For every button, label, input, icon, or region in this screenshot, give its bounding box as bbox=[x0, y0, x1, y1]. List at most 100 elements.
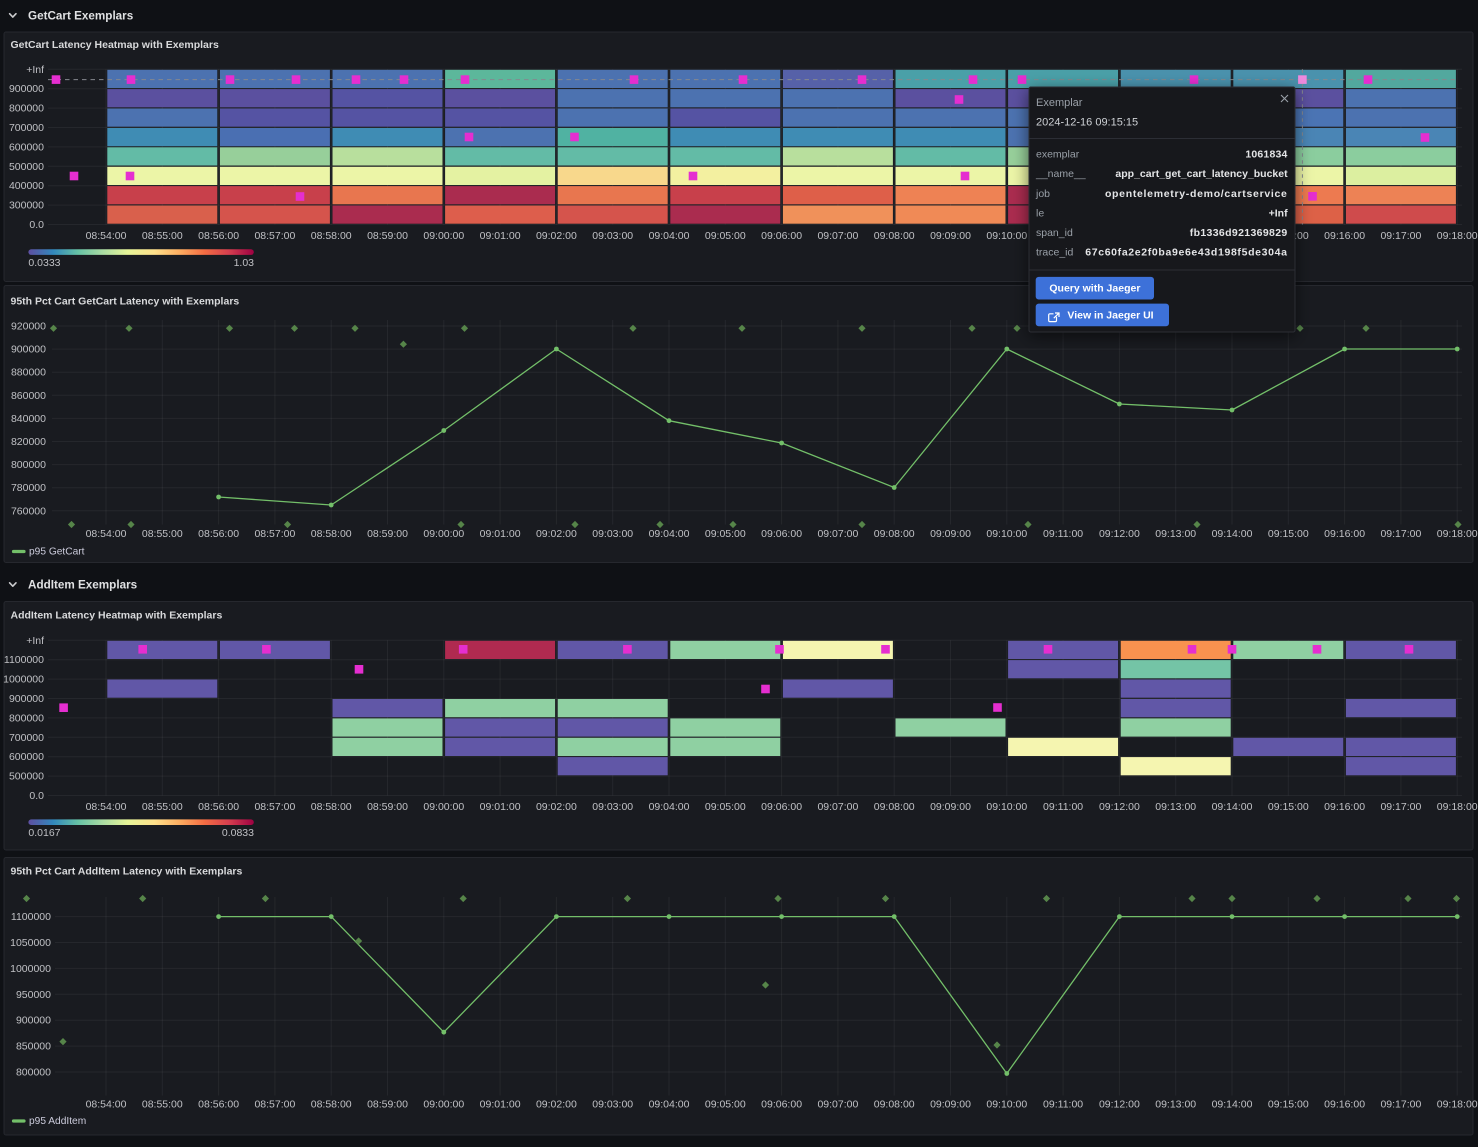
svg-text:800000: 800000 bbox=[16, 1067, 51, 1079]
svg-text:09:00:00: 09:00:00 bbox=[423, 801, 464, 813]
svg-text:09:09:00: 09:09:00 bbox=[930, 528, 971, 540]
svg-text:app_cart_get_cart_latency_buck: app_cart_get_cart_latency_bucket bbox=[1115, 168, 1288, 180]
svg-text:09:07:00: 09:07:00 bbox=[817, 801, 858, 813]
svg-text:09:15:00: 09:15:00 bbox=[1268, 1099, 1309, 1111]
svg-text:08:59:00: 08:59:00 bbox=[367, 528, 408, 540]
svg-text:__name__: __name__ bbox=[1035, 168, 1086, 180]
svg-text:09:09:00: 09:09:00 bbox=[930, 230, 971, 242]
svg-text:opentelemetry-demo/cartservice: opentelemetry-demo/cartservice bbox=[1105, 188, 1288, 200]
svg-text:500000: 500000 bbox=[9, 161, 44, 173]
svg-text:1100000: 1100000 bbox=[4, 654, 44, 666]
svg-text:08:57:00: 08:57:00 bbox=[254, 528, 295, 540]
svg-text:09:16:00: 09:16:00 bbox=[1324, 230, 1365, 242]
svg-text:800000: 800000 bbox=[9, 103, 44, 115]
svg-text:09:06:00: 09:06:00 bbox=[761, 801, 802, 813]
svg-text:08:54:00: 08:54:00 bbox=[86, 230, 127, 242]
svg-text:0.0: 0.0 bbox=[29, 790, 44, 802]
svg-text:p95 AddItem: p95 AddItem bbox=[29, 1116, 86, 1127]
svg-text:job: job bbox=[1035, 188, 1050, 200]
svg-text:09:17:00: 09:17:00 bbox=[1380, 801, 1421, 813]
svg-text:09:18:00: 09:18:00 bbox=[1437, 528, 1478, 540]
svg-text:09:18:00: 09:18:00 bbox=[1437, 230, 1478, 242]
svg-text:09:05:00: 09:05:00 bbox=[705, 528, 746, 540]
svg-text:08:55:00: 08:55:00 bbox=[142, 230, 183, 242]
svg-text:09:03:00: 09:03:00 bbox=[592, 230, 633, 242]
svg-text:09:01:00: 09:01:00 bbox=[480, 801, 521, 813]
svg-text:09:14:00: 09:14:00 bbox=[1212, 528, 1253, 540]
svg-text:1000000: 1000000 bbox=[10, 963, 51, 975]
svg-text:08:57:00: 08:57:00 bbox=[254, 1099, 295, 1111]
svg-text:09:18:00: 09:18:00 bbox=[1437, 801, 1478, 813]
svg-text:08:56:00: 08:56:00 bbox=[198, 1099, 239, 1111]
svg-text:900000: 900000 bbox=[11, 344, 46, 356]
svg-text:0.0167: 0.0167 bbox=[28, 827, 60, 839]
svg-text:09:04:00: 09:04:00 bbox=[649, 230, 690, 242]
svg-text:08:59:00: 08:59:00 bbox=[367, 1099, 408, 1111]
svg-text:09:06:00: 09:06:00 bbox=[761, 1099, 802, 1111]
svg-text:600000: 600000 bbox=[9, 751, 44, 763]
svg-text:09:00:00: 09:00:00 bbox=[423, 1099, 464, 1111]
svg-text:09:18:00: 09:18:00 bbox=[1437, 1099, 1478, 1111]
svg-text:880000: 880000 bbox=[11, 367, 46, 379]
svg-text:09:05:00: 09:05:00 bbox=[705, 1099, 746, 1111]
svg-text:09:02:00: 09:02:00 bbox=[536, 801, 577, 813]
svg-text:09:04:00: 09:04:00 bbox=[649, 1099, 690, 1111]
svg-text:09:16:00: 09:16:00 bbox=[1324, 801, 1365, 813]
svg-text:820000: 820000 bbox=[11, 436, 46, 448]
svg-text:850000: 850000 bbox=[16, 1041, 51, 1053]
svg-text:09:11:00: 09:11:00 bbox=[1043, 528, 1083, 540]
svg-text:08:58:00: 08:58:00 bbox=[311, 1099, 352, 1111]
svg-text:fb1336d921369829: fb1336d921369829 bbox=[1190, 227, 1288, 239]
svg-text:500000: 500000 bbox=[9, 771, 44, 783]
svg-text:09:07:00: 09:07:00 bbox=[817, 528, 858, 540]
svg-text:09:06:00: 09:06:00 bbox=[761, 528, 802, 540]
svg-text:400000: 400000 bbox=[9, 180, 44, 192]
svg-text:09:10:00: 09:10:00 bbox=[986, 230, 1027, 242]
svg-text:09:15:00: 09:15:00 bbox=[1268, 801, 1309, 813]
svg-text:0.0: 0.0 bbox=[29, 219, 44, 231]
svg-text:1000000: 1000000 bbox=[3, 674, 44, 686]
svg-text:08:54:00: 08:54:00 bbox=[86, 1099, 127, 1111]
svg-text:09:05:00: 09:05:00 bbox=[705, 801, 746, 813]
svg-text:le: le bbox=[1036, 207, 1044, 219]
svg-text:09:04:00: 09:04:00 bbox=[649, 801, 690, 813]
svg-text:09:12:00: 09:12:00 bbox=[1099, 1099, 1140, 1111]
svg-text:GetCart Exemplars: GetCart Exemplars bbox=[28, 9, 134, 22]
svg-text:09:12:00: 09:12:00 bbox=[1099, 528, 1140, 540]
svg-text:08:58:00: 08:58:00 bbox=[311, 230, 352, 242]
svg-text:08:59:00: 08:59:00 bbox=[367, 230, 408, 242]
svg-text:09:13:00: 09:13:00 bbox=[1155, 528, 1196, 540]
svg-text:exemplar: exemplar bbox=[1036, 149, 1080, 161]
svg-text:860000: 860000 bbox=[11, 390, 46, 402]
svg-text:08:57:00: 08:57:00 bbox=[254, 801, 295, 813]
svg-text:900000: 900000 bbox=[9, 693, 44, 705]
svg-text:p95 GetCart: p95 GetCart bbox=[29, 547, 85, 558]
svg-text:600000: 600000 bbox=[9, 141, 44, 153]
svg-text:09:14:00: 09:14:00 bbox=[1212, 801, 1253, 813]
svg-text:09:09:00: 09:09:00 bbox=[930, 801, 971, 813]
svg-text:09:13:00: 09:13:00 bbox=[1155, 801, 1196, 813]
svg-text:09:08:00: 09:08:00 bbox=[874, 528, 915, 540]
svg-text:09:06:00: 09:06:00 bbox=[761, 230, 802, 242]
svg-text:09:00:00: 09:00:00 bbox=[423, 230, 464, 242]
svg-text:780000: 780000 bbox=[11, 482, 46, 494]
svg-text:09:07:00: 09:07:00 bbox=[817, 1099, 858, 1111]
svg-text:1100000: 1100000 bbox=[11, 911, 51, 923]
svg-text:700000: 700000 bbox=[9, 732, 44, 744]
svg-text:09:04:00: 09:04:00 bbox=[649, 528, 690, 540]
svg-text:+Inf: +Inf bbox=[26, 64, 44, 76]
svg-text:08:59:00: 08:59:00 bbox=[367, 801, 408, 813]
svg-text:0.0333: 0.0333 bbox=[28, 257, 60, 269]
svg-text:08:55:00: 08:55:00 bbox=[142, 801, 183, 813]
svg-text:0.0833: 0.0833 bbox=[222, 827, 254, 839]
svg-text:95th Pct Cart GetCart Latency: 95th Pct Cart GetCart Latency with Exemp… bbox=[11, 296, 240, 308]
svg-text:09:02:00: 09:02:00 bbox=[536, 528, 577, 540]
svg-text:09:17:00: 09:17:00 bbox=[1380, 230, 1421, 242]
svg-text:09:07:00: 09:07:00 bbox=[817, 230, 858, 242]
svg-text:09:13:00: 09:13:00 bbox=[1155, 1099, 1196, 1111]
svg-text:900000: 900000 bbox=[9, 83, 44, 95]
svg-text:09:08:00: 09:08:00 bbox=[874, 230, 915, 242]
svg-text:08:54:00: 08:54:00 bbox=[86, 801, 127, 813]
svg-text:09:11:00: 09:11:00 bbox=[1043, 801, 1083, 813]
svg-text:09:03:00: 09:03:00 bbox=[592, 528, 633, 540]
